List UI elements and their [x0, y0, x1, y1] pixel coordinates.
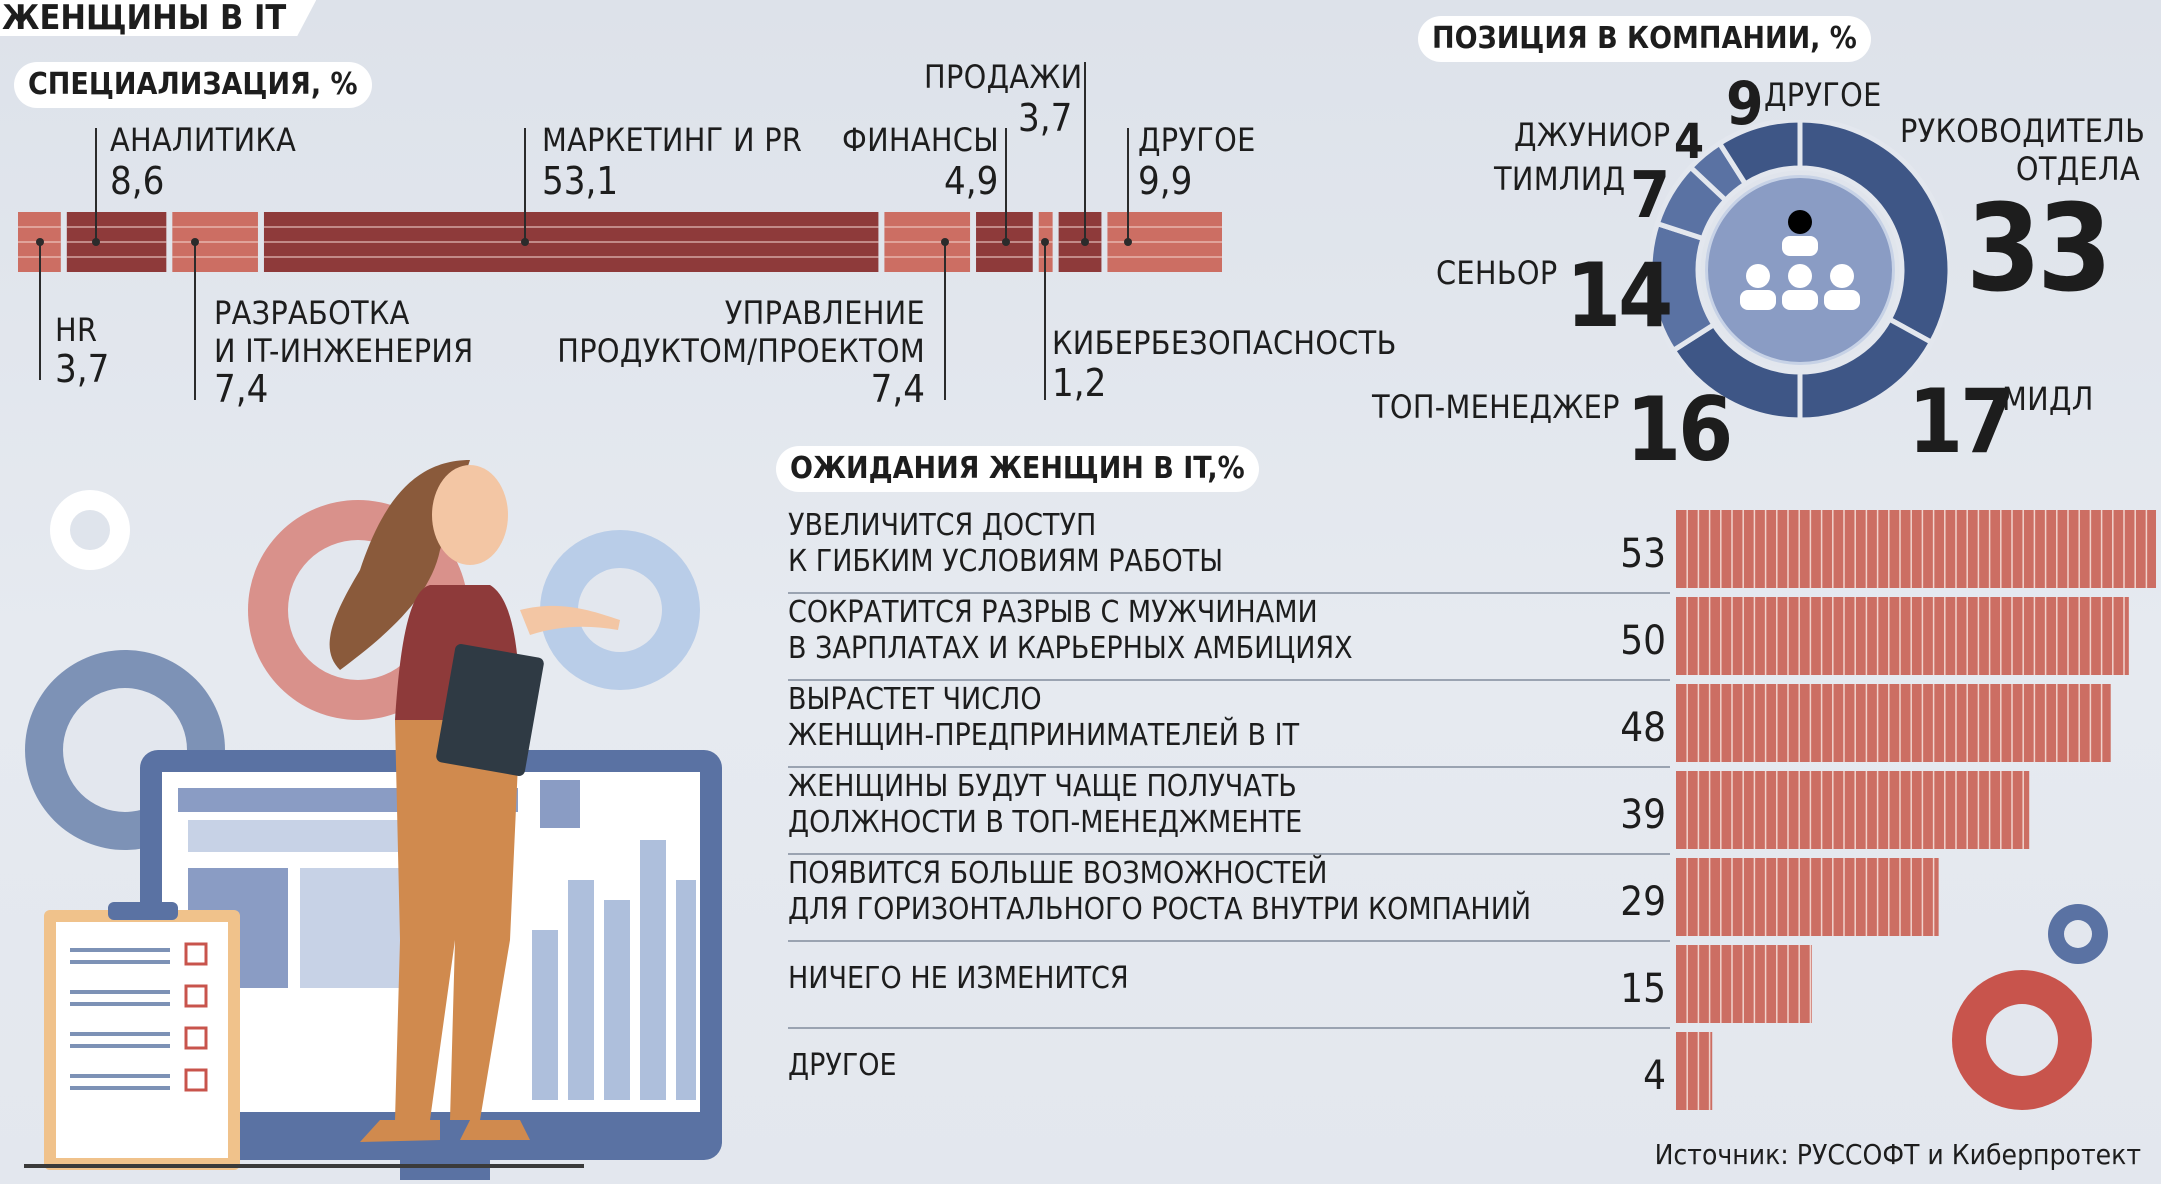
clipboard-checklist-icon	[44, 902, 240, 1170]
spec-label-analytics: АНАЛИТИКА	[110, 121, 297, 159]
spec-label-dev: РАЗРАБОТКА И IT-ИНЖЕНЕРИЯ	[214, 294, 474, 370]
spec-value-marketing: 53,1	[542, 159, 619, 203]
expectation-label: НИЧЕГО НЕ ИЗМЕНИТСЯ	[788, 961, 1129, 996]
expectation-bar	[1676, 597, 2129, 675]
expectation-bar	[1676, 858, 1939, 936]
spec-leader-dot	[521, 238, 529, 246]
spec-leader-dot	[1124, 238, 1132, 246]
expectation-bar	[1676, 1032, 1713, 1110]
team-icon	[1740, 236, 1860, 310]
expectation-bar	[1676, 771, 2030, 849]
expectation-value: 29	[1620, 879, 1666, 925]
expectation-value: 4	[1643, 1053, 1666, 1099]
floor-line	[24, 1164, 584, 1168]
pos-value-other: 9	[1726, 69, 1764, 139]
pos-value-teamlead: 7	[1630, 159, 1671, 233]
expectation-label: СОКРАТИТСЯ РАЗРЫВ С МУЖЧИНАМИ В ЗАРПЛАТА…	[788, 595, 1353, 666]
pos-value-junior: 4	[1674, 114, 1705, 170]
expectations-bar-chart	[1676, 510, 2156, 1110]
expectation-label: ВЫРАСТЕТ ЧИСЛО ЖЕНЩИН-ПРЕДПРИНИМАТЕЛЕЙ В…	[788, 682, 1300, 753]
bottom-gears-illustration	[1952, 904, 2108, 1110]
spec-leader-dot	[941, 238, 949, 246]
specialization-stacked-bar	[18, 62, 1222, 400]
spec-leader-dot	[1002, 238, 1010, 246]
pos-label-junior: ДЖУНИОР	[1514, 116, 1671, 154]
woman-it-illustration	[24, 460, 722, 1180]
pos-value-senior: 14	[1566, 244, 1673, 347]
light-blue-gear-icon	[540, 530, 700, 690]
spec-value-other: 9,9	[1138, 159, 1193, 203]
expectation-value: 39	[1620, 792, 1666, 838]
position-title: ПОЗИЦИЯ В КОМПАНИИ, %	[1418, 16, 1871, 62]
expectation-divider	[788, 940, 1670, 942]
pos-value-top: 16	[1626, 378, 1733, 481]
donut-slice	[1797, 120, 1950, 346]
expectation-bar	[1676, 684, 2111, 762]
expectation-divider	[788, 853, 1670, 855]
expectations-title: ОЖИДАНИЯ ЖЕНЩИН В IT,%	[776, 446, 1259, 492]
spec-value-hr: 3,7	[55, 347, 110, 391]
expectation-value: 50	[1620, 618, 1666, 664]
red-gear-icon	[1952, 970, 2092, 1110]
expectation-divider	[788, 679, 1670, 681]
spec-value-finance: 4,9	[944, 159, 999, 203]
pos-label-head: РУКОВОДИТЕЛЬ ОТДЕЛА	[1900, 112, 2146, 188]
expectation-value: 53	[1620, 531, 1666, 577]
source-note: Источник: РУССОФТ и Киберпротект	[1654, 1138, 2141, 1171]
spec-label-sales: ПРОДАЖИ	[924, 58, 1083, 96]
donut-slice	[1716, 120, 1803, 188]
page-title: ЖЕНЩИНЫ В IT	[0, 0, 317, 36]
white-gear-icon	[50, 490, 130, 570]
expectation-value: 48	[1620, 705, 1666, 751]
spec-label-product: УПРАВЛЕНИЕ ПРОДУКТОМ/ПРОЕКТОМ	[557, 294, 925, 370]
position-donut-chart	[1650, 120, 1950, 420]
spec-label-cyber: КИБЕРБЕЗОПАСНОСТЬ	[1052, 324, 1397, 362]
pos-value-head: 33	[1966, 180, 2112, 319]
expectation-label: ДРУГОЕ	[788, 1048, 897, 1083]
spec-leader-dot	[1041, 238, 1049, 246]
spec-leader-dot	[92, 238, 100, 246]
spec-leader-dot	[1081, 238, 1089, 246]
pos-value-middle: 17	[1908, 370, 2015, 473]
spec-value-analytics: 8,6	[110, 159, 165, 203]
pos-label-top: ТОП-МЕНЕДЖЕР	[1372, 388, 1620, 426]
spec-label-other: ДРУГОЕ	[1138, 121, 1256, 159]
spec-value-product: 7,4	[870, 367, 925, 411]
expectation-label: ЖЕНЩИНЫ БУДУТ ЧАЩЕ ПОЛУЧАТЬ ДОЛЖНОСТИ В …	[788, 769, 1303, 840]
expectation-label: УВЕЛИЧИТСЯ ДОСТУП К ГИБКИМ УСЛОВИЯМ РАБО…	[788, 508, 1224, 579]
expectation-divider	[788, 1027, 1670, 1029]
expectation-bar	[1676, 510, 2156, 588]
expectation-divider	[788, 592, 1670, 594]
expectation-divider	[788, 766, 1670, 768]
pos-label-senior: СЕНЬОР	[1436, 254, 1558, 292]
spec-label-finance: ФИНАНСЫ	[842, 121, 999, 159]
pos-label-teamlead: ТИМЛИД	[1494, 160, 1626, 198]
spec-label-hr: HR	[55, 311, 98, 349]
woman-figure	[329, 460, 620, 1142]
expectation-label: ПОЯВИТСЯ БОЛЬШЕ ВОЗМОЖНОСТЕЙ ДЛЯ ГОРИЗОН…	[788, 856, 1532, 927]
spec-leader-dot	[191, 238, 199, 246]
pos-label-other: ДРУГОЕ	[1764, 76, 1882, 114]
spec-value-dev: 7,4	[214, 367, 269, 411]
spec-label-marketing: МАРКЕТИНГ И PR	[542, 121, 803, 159]
expectation-value: 15	[1620, 966, 1666, 1012]
small-blue-gear-icon	[2048, 904, 2108, 964]
spec-leader-dot	[36, 238, 44, 246]
specialization-title: СПЕЦИАЛИЗАЦИЯ, %	[14, 62, 372, 108]
spec-value-sales: 3,7	[1018, 96, 1073, 140]
spec-value-cyber: 1,2	[1052, 361, 1107, 405]
pos-label-middle: МИДЛ	[2002, 380, 2094, 418]
